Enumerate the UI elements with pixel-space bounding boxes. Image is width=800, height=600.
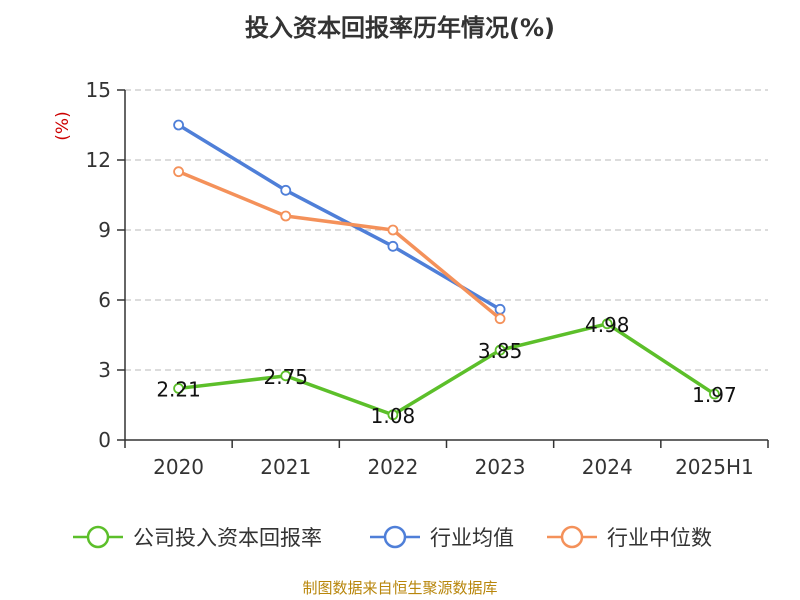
y-tick-labels: 0 3 6 9 12 15 [86,78,111,452]
chart-title: 投入资本回报率历年情况(%) [245,14,555,42]
data-points [173,119,720,421]
data-point [494,313,506,325]
y-tick-label: 3 [98,358,111,382]
data-point [387,240,399,252]
series-line-0 [176,322,717,417]
data-point [173,119,184,131]
legend-marker [560,525,584,549]
data-point [280,210,292,222]
x-tick-label: 2022 [367,455,418,479]
y-tick-label: 6 [98,288,111,312]
y-tick-label: 9 [98,218,111,242]
data-label: 2.21 [156,377,201,401]
legend-label: 行业均值 [430,526,514,550]
data-point [387,409,399,421]
legend-label: 行业中位数 [607,526,712,550]
grid-lines [125,89,768,371]
data-point [494,344,506,356]
series-lines [176,123,717,417]
data-point [387,224,399,236]
legend-label: 公司投入资本回报率 [133,526,322,550]
axes [117,89,769,448]
data-point [601,318,613,330]
data-point [494,303,506,315]
source-note: 制图数据来自恒生聚源数据库 [302,579,498,597]
legend-marker [86,525,110,549]
x-tick-label: 2020 [153,455,204,479]
x-tick-label: 2024 [582,455,633,479]
data-point [280,184,292,196]
x-tick-labels: 2020 2021 2022 2023 2024 2025H1 [153,455,754,479]
series-line-1 [176,123,502,312]
x-tick-label: 2023 [475,455,526,479]
series-line-2 [176,169,502,321]
y-tick-label: 0 [98,428,111,452]
x-tick-label: 2021 [260,455,311,479]
legend: 公司投入资本回报率 行业均值 行业中位数 [73,525,712,550]
data-label: 1.97 [692,383,737,407]
data-label: 4.98 [585,313,630,337]
data-point [709,388,720,400]
data-label: 2.75 [263,365,308,389]
data-labels: 2.21 2.75 1.08 3.85 4.98 1.97 [156,313,736,428]
y-tick-label: 12 [86,148,111,172]
legend-marker [383,525,407,549]
data-label: 1.08 [371,404,416,428]
data-label: 3.85 [478,339,523,363]
x-tick-label: 2025H1 [675,455,754,479]
data-point [173,166,184,178]
y-tick-label: 15 [86,78,111,102]
data-point [280,370,292,382]
y-axis-label: (%) [53,111,73,140]
data-point [173,383,184,394]
